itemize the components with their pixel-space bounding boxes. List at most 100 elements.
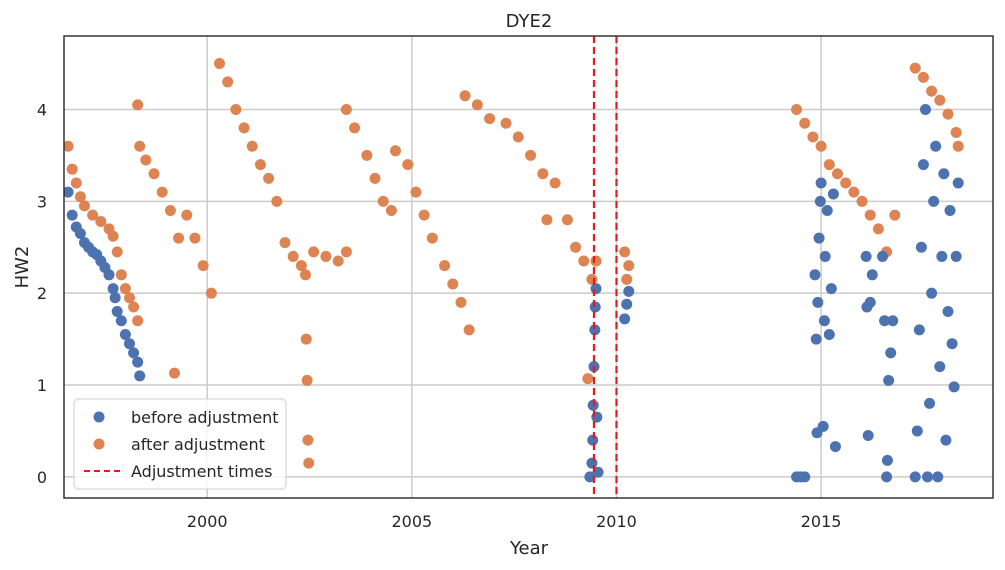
point-before-adjustment xyxy=(950,250,962,262)
legend: before adjustment after adjustment Adjus… xyxy=(73,398,287,490)
point-before-adjustment xyxy=(922,471,934,483)
point-before-adjustment xyxy=(621,298,633,310)
point-after-adjustment xyxy=(942,108,954,120)
point-after-adjustment xyxy=(254,159,266,171)
point-after-adjustment xyxy=(87,209,99,221)
point-before-adjustment xyxy=(586,457,598,469)
point-after-adjustment xyxy=(872,223,884,235)
point-before-adjustment xyxy=(944,205,956,217)
point-after-adjustment xyxy=(279,237,291,249)
point-after-adjustment xyxy=(864,209,876,221)
point-after-adjustment xyxy=(389,145,401,157)
point-after-adjustment xyxy=(66,163,78,175)
point-before-adjustment xyxy=(877,250,889,262)
point-before-adjustment xyxy=(128,347,140,359)
point-after-adjustment xyxy=(173,232,185,244)
point-after-adjustment xyxy=(189,232,201,244)
point-before-adjustment xyxy=(879,315,891,327)
point-after-adjustment xyxy=(119,283,131,295)
point-after-adjustment xyxy=(140,154,152,166)
point-after-adjustment xyxy=(952,140,964,152)
point-before-adjustment xyxy=(817,420,829,432)
point-before-adjustment xyxy=(926,287,938,299)
x-tick-label: 2010 xyxy=(596,512,637,531)
point-before-adjustment xyxy=(589,301,601,313)
point-after-adjustment xyxy=(197,260,209,272)
point-before-adjustment xyxy=(911,425,923,437)
x-tick-labels: 2000 2005 2010 2015 xyxy=(187,512,842,531)
point-before-adjustment xyxy=(818,315,830,327)
point-after-adjustment xyxy=(308,246,320,258)
point-after-adjustment xyxy=(205,287,217,299)
point-after-adjustment xyxy=(181,209,193,221)
point-before-adjustment xyxy=(119,329,131,341)
y-tick-label: 3 xyxy=(37,192,47,211)
point-after-adjustment xyxy=(230,103,242,115)
point-after-adjustment xyxy=(402,159,414,171)
point-after-adjustment xyxy=(134,140,146,152)
point-after-adjustment xyxy=(525,149,537,161)
point-after-adjustment xyxy=(107,230,119,242)
point-before-adjustment xyxy=(930,140,942,152)
point-before-adjustment xyxy=(799,471,811,483)
point-after-adjustment xyxy=(214,58,226,70)
point-before-adjustment xyxy=(584,471,596,483)
point-after-adjustment xyxy=(115,269,127,281)
y-tick-label: 4 xyxy=(37,100,47,119)
point-after-adjustment xyxy=(95,216,107,228)
point-after-adjustment xyxy=(823,159,835,171)
point-after-adjustment xyxy=(463,324,475,336)
point-after-adjustment xyxy=(418,209,430,221)
plot-frame xyxy=(63,35,994,499)
point-after-adjustment xyxy=(815,140,827,152)
point-after-adjustment xyxy=(537,168,549,180)
point-before-adjustment xyxy=(814,195,826,207)
point-after-adjustment xyxy=(455,296,467,308)
point-before-adjustment xyxy=(917,159,929,171)
point-before-adjustment xyxy=(952,177,964,189)
point-after-adjustment xyxy=(848,186,860,198)
point-after-adjustment xyxy=(619,246,631,258)
point-after-adjustment xyxy=(123,292,135,304)
point-after-adjustment xyxy=(111,246,123,258)
point-after-adjustment xyxy=(377,195,389,207)
point-after-adjustment xyxy=(926,85,938,97)
y-tick-labels: 0 1 2 3 4 xyxy=(37,100,47,486)
point-before-adjustment xyxy=(587,434,599,446)
point-after-adjustment xyxy=(909,62,921,74)
point-before-adjustment xyxy=(823,329,835,341)
point-before-adjustment xyxy=(825,283,837,295)
point-before-adjustment xyxy=(812,296,824,308)
point-after-adjustment xyxy=(856,195,868,207)
y-tick-label: 0 xyxy=(37,468,47,487)
point-after-adjustment xyxy=(471,99,483,111)
point-before-adjustment xyxy=(103,269,115,281)
y-tick-label: 1 xyxy=(37,376,47,395)
point-after-adjustment xyxy=(148,168,160,180)
point-before-adjustment xyxy=(887,315,899,327)
point-after-adjustment xyxy=(447,278,459,290)
point-after-adjustment xyxy=(222,76,234,88)
point-after-adjustment xyxy=(132,315,144,327)
point-after-adjustment xyxy=(549,177,561,189)
point-after-adjustment xyxy=(70,177,82,189)
point-after-adjustment xyxy=(349,122,361,134)
point-before-adjustment xyxy=(942,306,954,318)
point-after-adjustment xyxy=(623,260,635,272)
point-after-adjustment xyxy=(340,103,352,115)
point-after-adjustment xyxy=(541,214,553,226)
point-before-adjustment xyxy=(864,296,876,308)
point-before-adjustment xyxy=(815,177,827,189)
point-after-adjustment xyxy=(500,117,512,129)
point-before-adjustment xyxy=(909,471,921,483)
point-before-adjustment xyxy=(936,250,948,262)
point-after-adjustment xyxy=(132,99,144,111)
point-after-adjustment xyxy=(361,149,373,161)
point-before-adjustment xyxy=(881,454,893,466)
point-after-adjustment xyxy=(263,172,275,184)
point-before-adjustment xyxy=(819,250,831,262)
point-before-adjustment xyxy=(592,466,604,478)
point-after-adjustment xyxy=(246,140,258,152)
point-after-adjustment xyxy=(831,168,843,180)
point-before-adjustment xyxy=(589,324,601,336)
